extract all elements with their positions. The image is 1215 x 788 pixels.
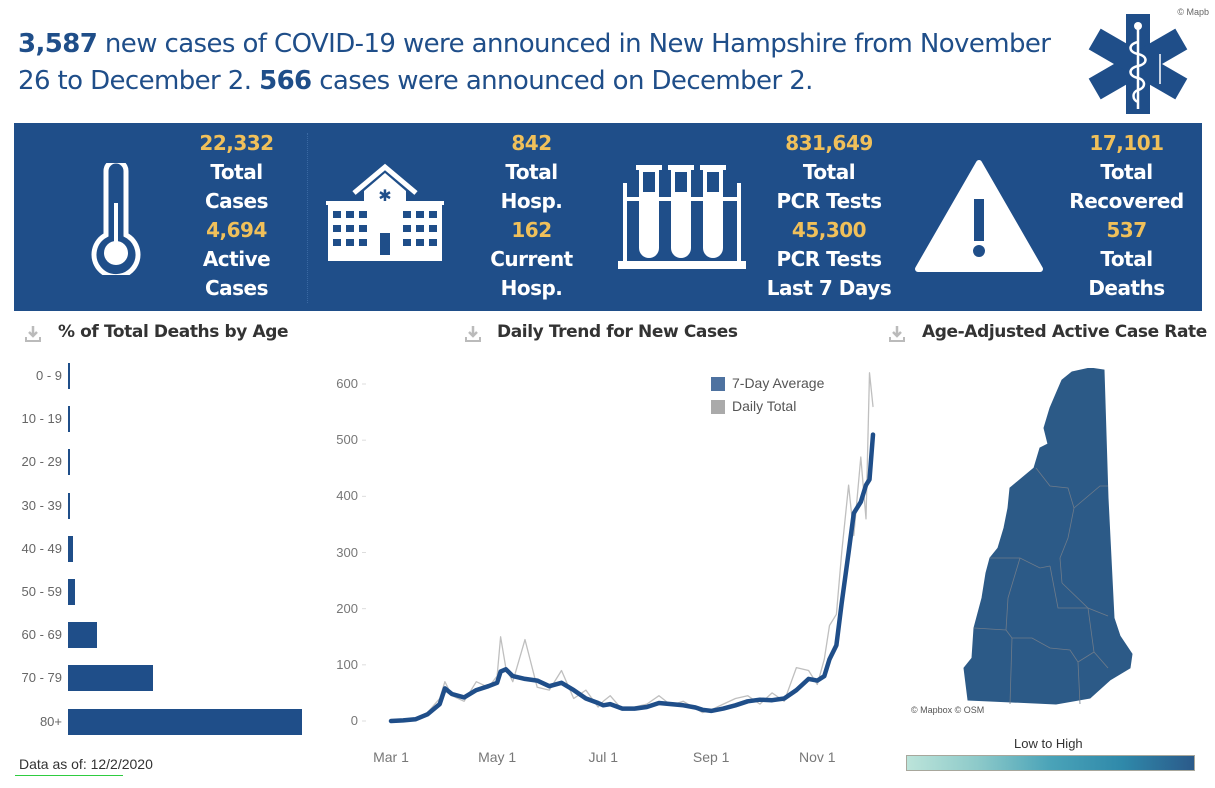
age-category-label: 20 - 29 <box>21 454 62 470</box>
age-bar[interactable] <box>68 406 70 433</box>
age-bar[interactable] <box>68 579 76 605</box>
state-outline[interactable] <box>963 368 1133 705</box>
x-tick-label: May 1 <box>478 749 517 765</box>
y-tick-label: 600 <box>336 376 358 391</box>
divider <box>307 133 308 303</box>
underline-decoration <box>15 775 123 776</box>
age-bar[interactable] <box>68 665 153 692</box>
age-bar[interactable] <box>68 622 97 649</box>
svg-text:✱: ✱ <box>378 186 391 205</box>
tests-7day-value: 45,300 <box>791 218 867 242</box>
headline-text-2: cases were announced on December 2. <box>311 66 813 96</box>
total-recovered-value: 17,101 <box>1089 131 1164 155</box>
age-category-label: 10 - 19 <box>21 411 62 427</box>
age-category-label: 30 - 39 <box>21 497 62 513</box>
map-legend-title: Low to High <box>1014 736 1083 751</box>
nh-county-map[interactable] <box>960 368 1140 708</box>
y-tick-label: 500 <box>336 432 358 448</box>
total-cases-label-1: Total <box>210 160 263 184</box>
daily-new-cases: 566 <box>259 66 312 96</box>
y-tick-label: 200 <box>336 600 358 616</box>
star-of-life-icon <box>1088 14 1188 114</box>
age-category-label: 0 - 9 <box>35 368 62 383</box>
active-cases-label-1: Active <box>202 247 271 271</box>
series-7day-average-line <box>388 432 876 724</box>
current-hosp-label-1: Current <box>490 247 573 271</box>
download-icon[interactable] <box>888 325 906 343</box>
tests-7day-label-1: PCR Tests <box>776 247 882 271</box>
series-daily-total-line <box>390 372 874 722</box>
age-category-label: 40 - 49 <box>21 540 62 556</box>
age-category-label: 70 - 79 <box>21 670 62 686</box>
warning-icon <box>915 160 1043 272</box>
total-cases-value: 22,332 <box>199 131 274 155</box>
age-bar[interactable] <box>68 492 70 519</box>
data-as-of: Data as of: 12/2/2020 <box>19 756 153 772</box>
current-hosp-value: 162 <box>511 218 552 242</box>
download-icon[interactable] <box>464 325 482 343</box>
y-tick-label: 300 <box>336 544 358 560</box>
total-cases-label-2: Cases <box>204 189 269 213</box>
y-tick-label: 100 <box>336 656 358 672</box>
y-tick-label: 400 <box>336 488 358 504</box>
age-bar[interactable] <box>68 449 70 476</box>
age-bar[interactable] <box>68 535 73 562</box>
legend-label-daily[interactable]: Daily Total <box>732 398 797 414</box>
age-category-label: 50 - 59 <box>21 584 62 599</box>
county-borders <box>973 467 1109 705</box>
download-icon[interactable] <box>24 325 42 343</box>
case-rate-map-title: Age-Adjusted Active Case Rate <box>922 322 1207 342</box>
stat-group-tests: 831,649 Total PCR Tests 45,300 PCR Tests… <box>764 129 894 303</box>
headline-text-1: new cases of COVID-19 were announced in … <box>18 29 1051 96</box>
stat-group-cases: 22,332 Total Cases 4,694 Active Cases <box>184 129 289 303</box>
legend-swatch-daily <box>711 400 725 414</box>
daily-trend-title: Daily Trend for New Cases <box>497 322 738 342</box>
total-recovered-label-2: Recovered <box>1069 189 1184 213</box>
age-category-label: 80+ <box>39 713 62 729</box>
total-hosp-value: 842 <box>511 131 552 155</box>
weekly-new-cases: 3,587 <box>18 29 98 59</box>
y-tick-label: 0 <box>350 713 358 728</box>
legend-swatch-7day <box>711 377 725 391</box>
test-tubes-icon <box>618 165 746 269</box>
total-hosp-label-2: Hosp. <box>500 189 563 213</box>
total-tests-value: 831,649 <box>785 131 873 155</box>
stat-group-outcomes: 17,101 Total Recovered 537 Total Deaths <box>1064 129 1189 303</box>
map-color-legend <box>906 755 1195 771</box>
hospital-icon: ✱ <box>326 163 444 261</box>
legend-label-7day[interactable]: 7-Day Average <box>732 375 825 391</box>
deaths-by-age-title: % of Total Deaths by Age <box>58 322 289 342</box>
x-tick-label: Jul 1 <box>588 749 619 765</box>
x-tick-label: Mar 1 <box>373 749 409 765</box>
current-hosp-label-2: Hosp. <box>500 276 563 300</box>
total-hosp-label-1: Total <box>505 160 558 184</box>
map-credit[interactable]: © Mapbox © OSM <box>911 705 985 715</box>
age-category-label: 60 - 69 <box>21 627 62 643</box>
thermometer-icon <box>91 163 141 275</box>
stat-group-hosp: 842 Total Hosp. 162 Current Hosp. <box>479 129 584 303</box>
total-tests-label-2: PCR Tests <box>776 189 882 213</box>
active-cases-label-2: Cases <box>204 276 269 300</box>
total-recovered-label-1: Total <box>1100 160 1153 184</box>
total-deaths-label-2: Deaths <box>1088 276 1165 300</box>
x-tick-label: Nov 1 <box>799 749 836 765</box>
map-attribution-top: © Mapb <box>1177 7 1209 17</box>
headline: 3,587 new cases of COVID-19 were announc… <box>18 26 1068 100</box>
tests-7day-label-2: Last 7 Days <box>766 276 892 300</box>
total-deaths-label-1: Total <box>1100 247 1153 271</box>
x-tick-label: Sep 1 <box>692 749 730 765</box>
stats-banner: 22,332 Total Cases 4,694 Active Cases ✱ … <box>14 123 1202 311</box>
total-deaths-value: 537 <box>1106 218 1147 242</box>
total-tests-label-1: Total <box>802 160 856 184</box>
age-bar[interactable] <box>68 708 302 735</box>
age-bar[interactable] <box>68 363 70 389</box>
active-cases-value: 4,694 <box>206 218 267 242</box>
